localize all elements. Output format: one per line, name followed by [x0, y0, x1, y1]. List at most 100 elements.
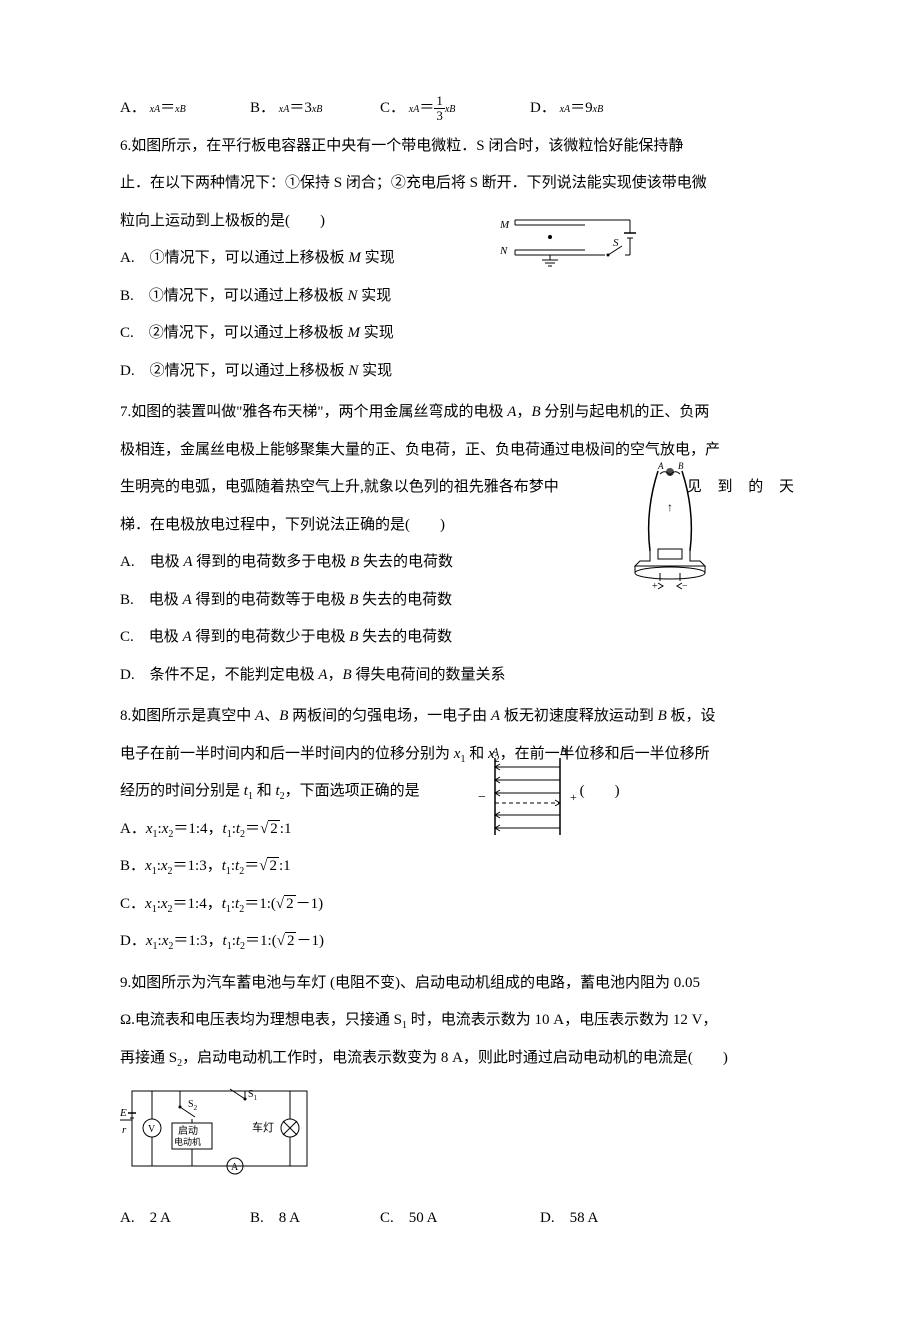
q6-stem-1: 6.如图所示，在平行板电容器正中央有一个带电微粒．S 闭合时，该微粒恰好能保持静	[120, 128, 800, 166]
q7-opt-c: C. 电极 A 得到的电荷数少于电极 B 失去的电荷数	[120, 619, 800, 657]
var: xA	[150, 104, 161, 115]
text: 时，电流表示数为 10 A，电压表示数为 12 V，	[407, 1012, 717, 1028]
q9-stem-3: 再接通 S2，启动电动机工作时，电流表示数变为 8 A，则此时通过启动电动机的电…	[120, 1040, 800, 1078]
text: 电子在前一半时间内和后一半时间内的位移分别为	[120, 746, 454, 762]
q6-figure: M N S	[500, 210, 640, 306]
var: A	[491, 708, 500, 724]
q5-opt-d: D． xA＝9xB	[530, 90, 603, 128]
svg-text:A: A	[491, 746, 499, 758]
var: A	[255, 708, 264, 724]
var: A	[183, 629, 192, 645]
q6-opt-b: B. ①情况下，可以通过上移极板 N 实现	[120, 278, 800, 316]
text: A．	[120, 821, 146, 837]
svg-text:+: +	[570, 790, 577, 804]
q6-opt-d: D. ②情况下，可以通过上移极板 N 实现	[120, 353, 800, 391]
denominator: 3	[434, 109, 445, 123]
text: ，启动电动机工作时，电流表示数变为 8 A，则此时通过启动电动机的电流是( )	[182, 1050, 728, 1066]
text: ＝1:3，	[173, 858, 222, 874]
text: 得到的电荷数少于电极	[192, 629, 350, 645]
text: 失去的电荷数	[359, 554, 453, 570]
sqrt: √2	[276, 895, 296, 912]
var: B	[279, 708, 288, 724]
q8-opt-c: C．x1:x2＝1:4，t1:t2＝1:(√2－1)	[120, 886, 800, 924]
text: ＝	[244, 858, 259, 874]
q7-figure: A B ↑ + −	[630, 461, 710, 607]
q5-opt-b: B． xA＝3xB	[250, 90, 380, 128]
var: xB	[175, 104, 186, 115]
svg-text:N: N	[500, 245, 508, 257]
text: －1)	[296, 933, 324, 949]
text: 得失电荷间的数量关系	[352, 667, 506, 683]
var: x	[145, 896, 152, 912]
svg-text:r: r	[122, 1124, 127, 1136]
text: A. ①情况下，可以通过上移极板	[120, 250, 348, 266]
text: :1	[280, 821, 292, 837]
rel: ＝	[160, 100, 175, 116]
q7-opt-d: D. 条件不足，不能判定电极 A，B 得失电荷间的数量关系	[120, 657, 800, 695]
q7-stem-1: 7.如图的装置叫做"雅各布天梯"，两个用金属丝弯成的电极 A，B 分别与起电机的…	[120, 394, 800, 432]
svg-text:车灯: 车灯	[252, 1120, 274, 1134]
var: B	[349, 629, 358, 645]
var: B	[349, 592, 358, 608]
plate: N	[348, 363, 358, 379]
text: A. 电极	[120, 554, 183, 570]
svg-text:M: M	[500, 219, 510, 231]
rel: ＝	[419, 100, 434, 116]
opt-label: A．	[120, 100, 146, 116]
var: xA	[409, 104, 420, 115]
text: ＝1:(	[244, 896, 276, 912]
text: ＝1:3，	[173, 933, 222, 949]
q9-opt-c: C. 50 A	[380, 1200, 540, 1238]
q9-opt-d: D. 58 A	[540, 1200, 598, 1238]
text: B．	[120, 858, 145, 874]
svg-text:A: A	[657, 461, 664, 471]
text: D．	[120, 933, 146, 949]
text: 失去的电荷数	[358, 629, 452, 645]
text: ，下面选项正确的是	[285, 783, 420, 799]
sqrt: √2	[277, 932, 297, 949]
text: ，	[328, 667, 343, 683]
var: A	[183, 592, 192, 608]
text: 得到的电荷数等于电极	[192, 592, 350, 608]
opt-label: C．	[380, 100, 405, 116]
opt-label: D．	[530, 100, 556, 116]
var: xA	[560, 104, 571, 115]
text: 实现	[361, 250, 395, 266]
text: 板，设	[667, 708, 716, 724]
text: C. 电极	[120, 629, 183, 645]
plate: M	[348, 325, 361, 341]
q9-figure: V E r S2 启动 电动机 A S1	[120, 1083, 800, 1194]
numerator: 1	[434, 94, 445, 109]
svg-text:S2: S2	[188, 1099, 198, 1112]
svg-text:V: V	[148, 1124, 156, 1135]
text: 、	[264, 708, 279, 724]
fraction: 13	[434, 94, 445, 124]
text: 失去的电荷数	[358, 592, 452, 608]
q8-stem-1: 8.如图所示是真空中 A、B 两板间的匀强电场，一电子由 A 板无初速度释放运动…	[120, 698, 800, 736]
text: 经历的时间分别是	[120, 783, 244, 799]
text: D. 条件不足，不能判定电极	[120, 667, 318, 683]
text: 分别与起电机的正、负两	[541, 404, 710, 420]
sqrt: √2	[259, 857, 279, 874]
text: B. ①情况下，可以通过上移极板	[120, 288, 348, 304]
svg-text:S: S	[613, 237, 619, 249]
var: B	[658, 708, 667, 724]
text: ＝1:4，	[173, 821, 222, 837]
q6-opt-c: C. ②情况下，可以通过上移极板 M 实现	[120, 315, 800, 353]
svg-text:启动: 启动	[178, 1124, 198, 1137]
text: ，	[516, 404, 531, 420]
q9-opt-a: A. 2 A	[120, 1200, 250, 1238]
q6-stem-3: 粒向上运动到上极板的是( )	[120, 203, 800, 241]
var: xA	[279, 104, 290, 115]
q9-stem-2: Ω.电流表和电压表均为理想电表，只接通 S1 时，电流表示数为 10 A，电压表…	[120, 1002, 800, 1040]
text: 8.如图所示是真空中	[120, 708, 255, 724]
q9-options: A. 2 A B. 8 A C. 50 A D. 58 A	[120, 1200, 800, 1238]
sqrt-arg: 2	[268, 820, 280, 837]
text: 实现	[358, 363, 392, 379]
text: 板无初速度释放运动到	[500, 708, 658, 724]
text: C. ②情况下，可以通过上移极板	[120, 325, 348, 341]
q5-options: A． xA＝xB B． xA＝3xB C． xA＝13xB D． xA＝9xB	[120, 90, 800, 128]
var: x	[146, 821, 153, 837]
text: ＝	[245, 821, 260, 837]
sqrt: √2	[260, 820, 280, 837]
